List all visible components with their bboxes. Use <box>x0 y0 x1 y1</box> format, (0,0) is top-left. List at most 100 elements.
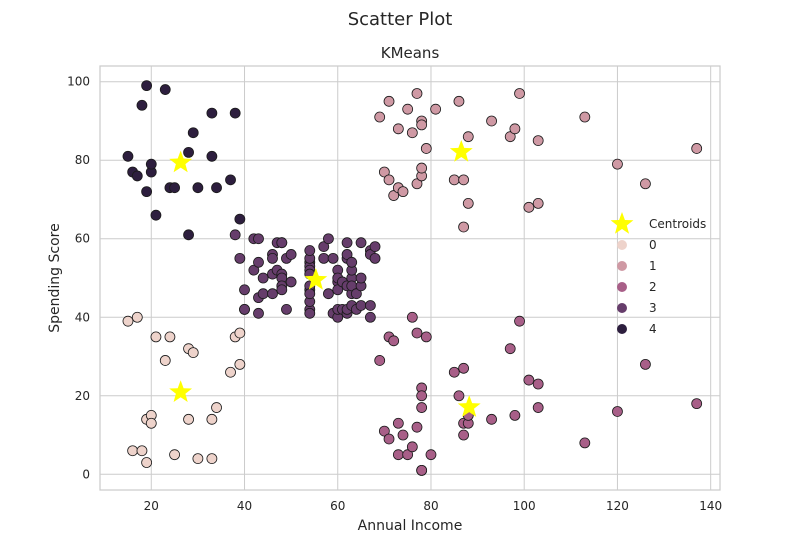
x-axis-label: Annual Income <box>358 518 463 534</box>
data-point-cluster-4 <box>136 99 148 111</box>
data-point-cluster-1 <box>462 198 474 209</box>
centroid-markers <box>169 139 481 417</box>
data-point-cluster-2 <box>392 449 404 461</box>
data-point-cluster-4 <box>122 150 134 162</box>
data-point-cluster-3 <box>285 276 297 288</box>
data-point-cluster-1 <box>514 88 525 99</box>
data-point-cluster-2 <box>425 449 437 461</box>
data-point-cluster-4 <box>187 127 199 139</box>
data-point-cluster-0 <box>127 445 139 457</box>
data-point-cluster-2 <box>532 378 544 390</box>
data-point-cluster-3 <box>267 288 278 300</box>
data-point-cluster-3 <box>304 288 316 300</box>
data-point-cluster-2 <box>388 335 400 347</box>
data-point-cluster-1 <box>411 88 423 99</box>
data-point-cluster-1 <box>392 123 404 135</box>
legend-centroid-marker <box>610 212 634 234</box>
data-point-cluster-1 <box>397 186 409 198</box>
data-point-cluster-2 <box>514 315 525 327</box>
data-point-cluster-0 <box>141 457 153 468</box>
x-tick-labels: 20 40 60 80 100 120 140 <box>144 499 722 513</box>
data-point-cluster-3 <box>323 233 334 245</box>
data-point-cluster-1 <box>402 103 414 115</box>
data-point-cluster-2 <box>411 421 423 433</box>
data-point-cluster-1 <box>411 178 423 190</box>
data-point-cluster-3 <box>276 237 288 249</box>
data-point-cluster-3 <box>346 256 358 268</box>
data-point-cluster-1 <box>388 190 400 201</box>
data-point-cluster-0 <box>145 417 157 429</box>
chart-title: KMeans <box>381 44 440 62</box>
data-point-cluster-1 <box>532 198 544 209</box>
data-point-cluster-2 <box>691 398 703 410</box>
y-axis-label: Spending Score <box>47 223 63 332</box>
centroid-marker <box>304 267 328 290</box>
centroid-marker <box>169 380 193 402</box>
data-point-cluster-4 <box>150 209 162 221</box>
data-point-cluster-3 <box>239 304 250 315</box>
data-point-cluster-3 <box>355 272 367 284</box>
data-point-cluster-0 <box>131 311 143 323</box>
data-point-cluster-0 <box>187 347 199 358</box>
data-point-cluster-1 <box>691 143 703 154</box>
legend-marker-cluster-4 <box>617 324 627 334</box>
data-point-cluster-0 <box>150 331 162 343</box>
data-point-cluster-2 <box>509 410 521 421</box>
data-point-cluster-1 <box>420 143 432 154</box>
data-point-cluster-3 <box>304 307 316 319</box>
data-point-cluster-3 <box>332 284 344 296</box>
data-point-cluster-1 <box>486 115 497 127</box>
data-point-cluster-2 <box>416 464 428 476</box>
data-point-cluster-2 <box>523 374 535 386</box>
data-point-cluster-4 <box>183 229 194 241</box>
data-point-cluster-4 <box>159 84 171 95</box>
data-point-cluster-4 <box>141 186 153 198</box>
data-point-cluster-2 <box>392 417 404 429</box>
legend-label: 4 <box>649 322 657 336</box>
data-point-cluster-4 <box>141 80 153 92</box>
data-point-cluster-1 <box>448 174 460 186</box>
data-point-cluster-4 <box>211 182 222 194</box>
data-point-cluster-3 <box>248 264 260 276</box>
x-tick-label: 60 <box>330 499 345 513</box>
data-point-cluster-1 <box>378 166 390 178</box>
y-tick-label: 100 <box>67 75 90 89</box>
data-point-cluster-3 <box>276 284 288 296</box>
legend-label: 0 <box>649 238 657 252</box>
data-point-cluster-4 <box>183 146 194 158</box>
x-tick-label: 100 <box>513 499 536 513</box>
data-point-cluster-0 <box>192 453 204 464</box>
y-tick-label: 40 <box>75 310 90 324</box>
data-point-cluster-0 <box>234 327 246 339</box>
data-point-cluster-3 <box>257 272 269 284</box>
data-point-cluster-1 <box>416 119 428 131</box>
data-point-cluster-2 <box>448 366 460 378</box>
x-tick-label: 140 <box>699 499 722 513</box>
x-tick-label: 120 <box>606 499 629 513</box>
data-point-cluster-2 <box>612 406 623 417</box>
data-point-cluster-3 <box>350 288 362 300</box>
centroid-marker <box>449 139 473 162</box>
data-point-cluster-0 <box>159 355 171 366</box>
data-point-cluster-1 <box>612 158 623 170</box>
data-point-cluster-3 <box>355 237 367 249</box>
data-point-cluster-2 <box>416 390 428 402</box>
data-point-cluster-1 <box>374 111 386 123</box>
data-point-cluster-2 <box>640 358 651 370</box>
data-point-cluster-1 <box>383 174 395 186</box>
data-point-cluster-3 <box>239 284 250 296</box>
legend: Centroids 0 1 2 3 4 <box>610 212 706 336</box>
data-point-cluster-3 <box>327 252 339 264</box>
data-point-cluster-2 <box>579 437 591 449</box>
data-point-cluster-1 <box>532 135 544 146</box>
data-point-cluster-3 <box>253 233 264 245</box>
data-point-cluster-0 <box>234 358 246 370</box>
data-point-cluster-4 <box>225 174 236 186</box>
data-point-cluster-2 <box>406 441 418 453</box>
data-point-cluster-0 <box>164 331 176 343</box>
data-point-cluster-3 <box>257 288 269 300</box>
data-point-cluster-4 <box>229 107 241 119</box>
data-point-cluster-2 <box>416 402 428 413</box>
data-point-cluster-3 <box>341 249 353 260</box>
x-tick-label: 40 <box>237 499 252 513</box>
